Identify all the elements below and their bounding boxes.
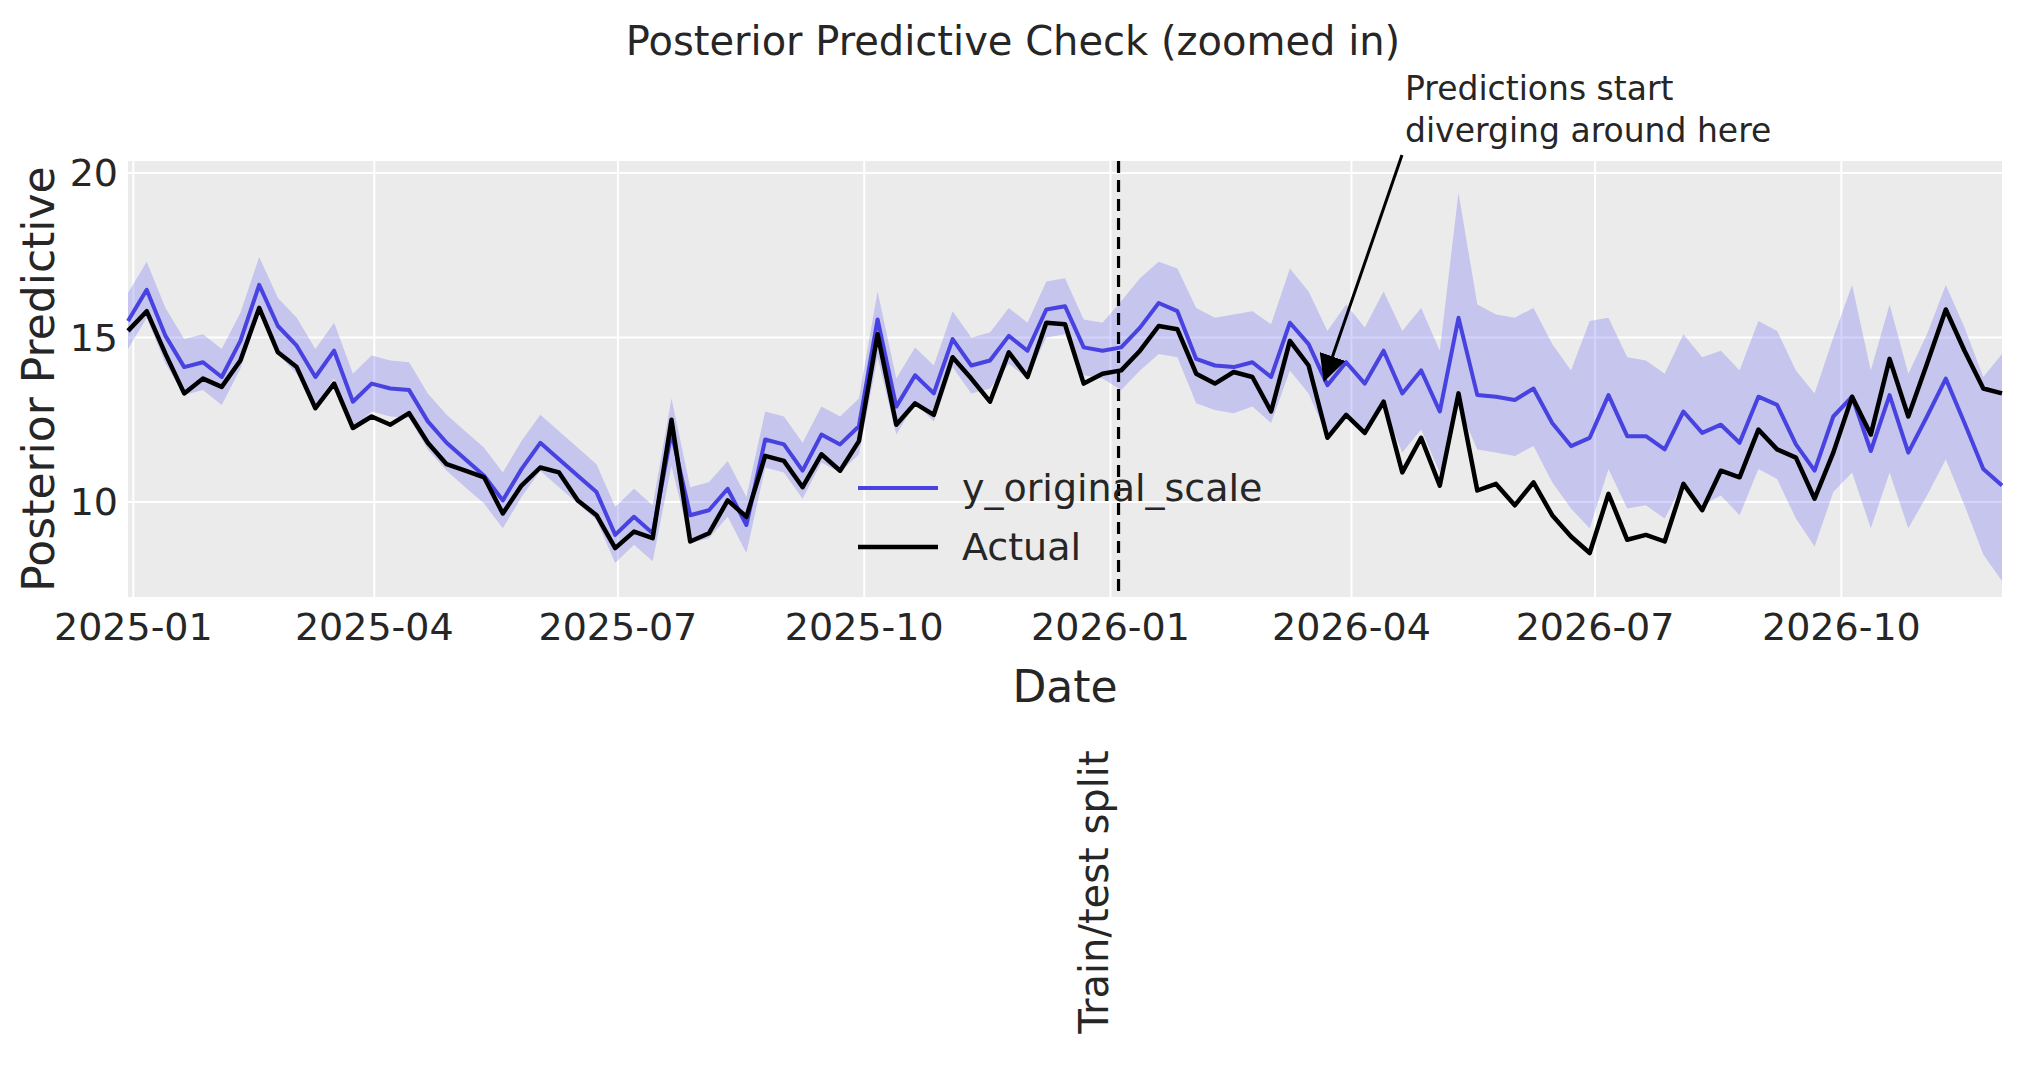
x-tick-label: 2026-07 bbox=[1516, 605, 1675, 649]
annotation-text-line2: diverging around here bbox=[1405, 111, 1771, 150]
x-tick-label: 2026-01 bbox=[1031, 605, 1190, 649]
chart-title: Posterior Predictive Check (zoomed in) bbox=[626, 18, 1400, 64]
y-axis-label: Posterior Predictive bbox=[13, 166, 64, 591]
x-tick-label: 2025-10 bbox=[785, 605, 944, 649]
x-tick-label: 2026-04 bbox=[1272, 605, 1431, 649]
legend-label: Actual bbox=[962, 525, 1081, 569]
x-tick-label: 2025-07 bbox=[539, 605, 698, 649]
legend-label: y_original_scale bbox=[962, 466, 1262, 510]
posterior-predictive-chart: 2025-01 2025-04 2025-07 2025-10 2026-01 2026-… bbox=[0, 0, 2023, 1077]
y-tick-label: 10 bbox=[70, 480, 118, 524]
figure: 2025-01 2025-04 2025-07 2025-10 2026-01 2026-… bbox=[0, 0, 2023, 1077]
y-tick-label: 20 bbox=[70, 151, 118, 195]
split-label: Train/test split bbox=[1071, 750, 1117, 1034]
x-tick-label: 2025-04 bbox=[295, 605, 454, 649]
x-axis-label: Date bbox=[1012, 661, 1117, 712]
x-tick-label: 2025-01 bbox=[54, 605, 213, 649]
y-tick-label: 15 bbox=[70, 316, 118, 360]
x-tick-label: 2026-10 bbox=[1762, 605, 1921, 649]
annotation-text-line1: Predictions start bbox=[1405, 69, 1674, 108]
